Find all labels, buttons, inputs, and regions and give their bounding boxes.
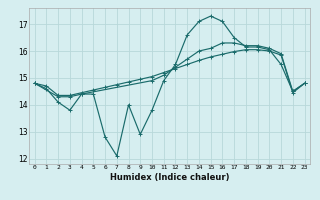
X-axis label: Humidex (Indice chaleur): Humidex (Indice chaleur)	[110, 173, 229, 182]
